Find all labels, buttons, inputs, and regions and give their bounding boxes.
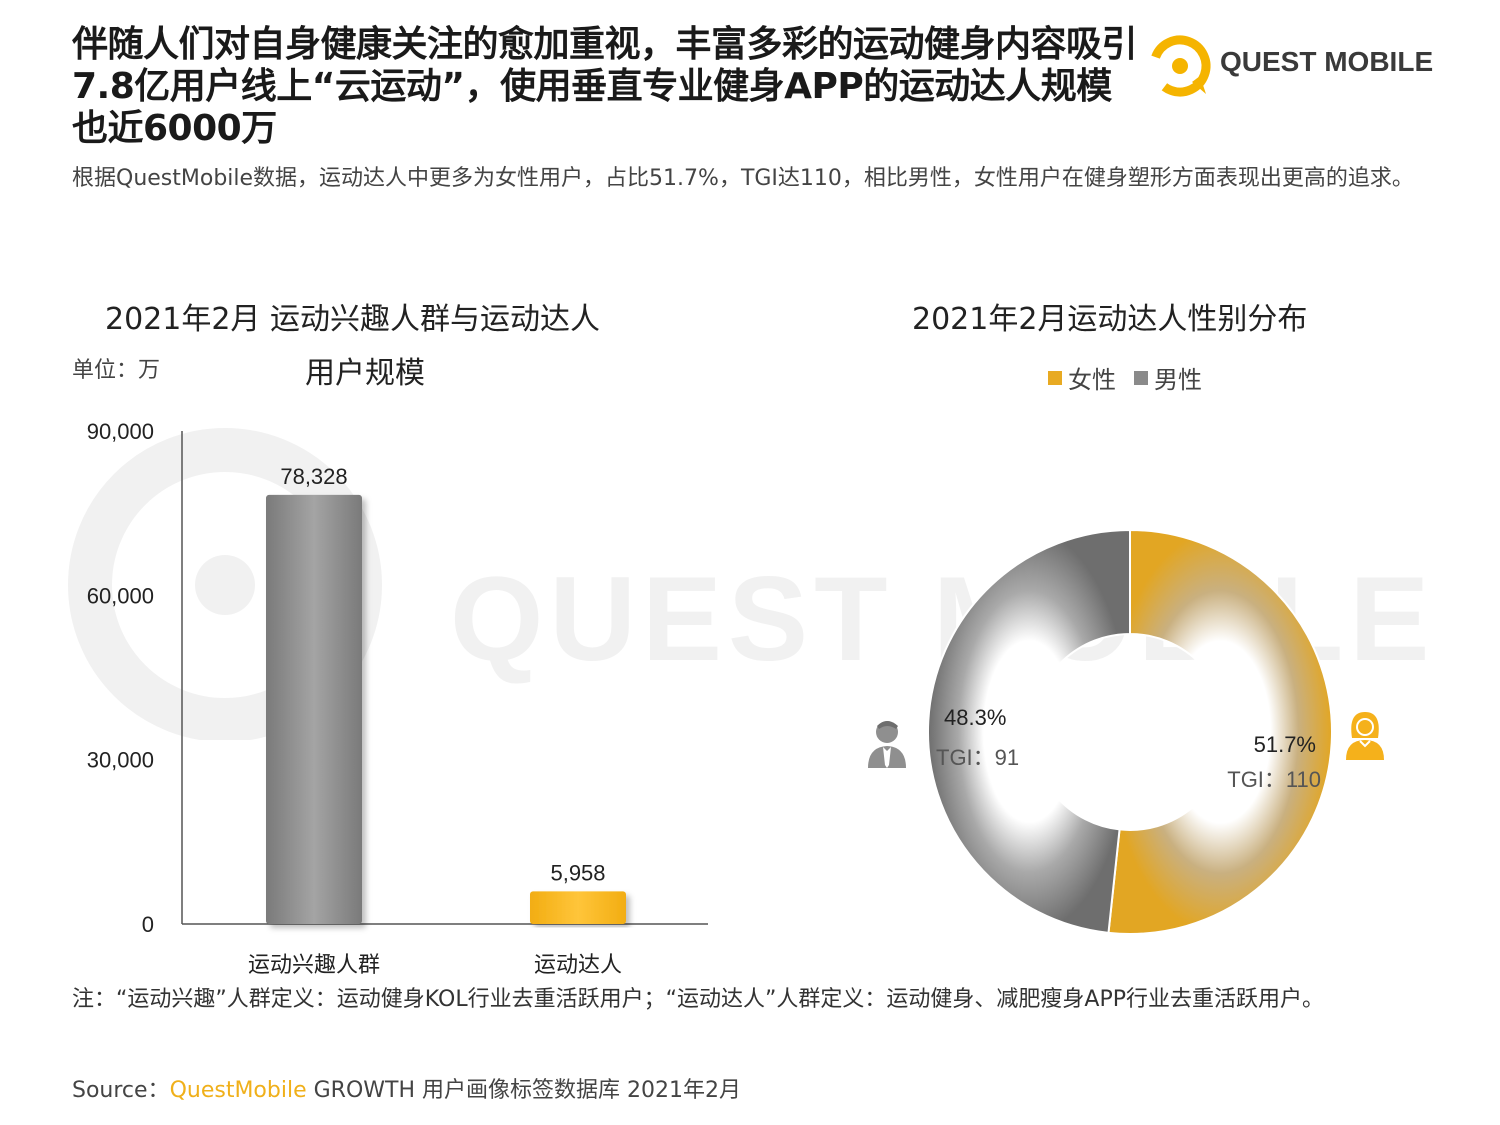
legend-swatch-male — [1134, 371, 1148, 385]
male-user-icon — [868, 721, 906, 768]
bar-value-label: 78,328 — [280, 464, 347, 489]
page-headline: 伴随人们对自身健康关注的愈加重视，丰富多彩的运动健身内容吸引7.8亿用户线上“云… — [72, 24, 1142, 150]
x-category-label: 运动兴趣人群 — [248, 952, 380, 977]
bar-chart-unit: 单位：万 — [72, 352, 160, 384]
pie-chart-title: 2021年2月运动达人性别分布 — [912, 294, 1307, 338]
legend-item-female: 女性 — [1048, 360, 1116, 395]
questmobile-logo-icon — [1140, 24, 1220, 104]
footnote: 注：“运动兴趣”人群定义：运动健身KOL行业去重活跃用户；“运动达人”人群定义：… — [72, 985, 1432, 1015]
slice-tgi-label: TGI：91 — [936, 745, 1019, 770]
x-category-label: 运动达人 — [534, 952, 622, 977]
y-tick-label: 90,000 — [87, 419, 154, 444]
logo-text: QUEST MOBILE — [1220, 46, 1433, 78]
slice-value-label: 48.3% — [944, 705, 1006, 730]
source-line: Source：QuestMobile GROWTH 用户画像标签数据库 2021… — [72, 1072, 741, 1104]
donut-chart: 51.7% TGI：110 48.3% TGI：91 — [840, 515, 1480, 975]
page-subtitle: 根据QuestMobile数据，运动达人中更多为女性用户，占比51.7%，TGI… — [72, 164, 1432, 194]
y-tick-label: 30,000 — [87, 748, 154, 773]
bar-interest-group — [266, 495, 362, 924]
bar-fitness-enthusiast — [530, 891, 626, 924]
bar-chart: 0 30,000 60,000 90,000 78,328 运动兴趣人群 5,958 运动达人 — [0, 400, 720, 1000]
legend-swatch-female — [1048, 371, 1062, 385]
legend-item-male: 男性 — [1134, 360, 1202, 395]
bar-chart-title-line1: 2021年2月 运动兴趣人群与运动达人 — [105, 294, 600, 338]
slice-tgi-label: TGI：110 — [1227, 767, 1321, 792]
female-user-icon — [1346, 712, 1384, 760]
source-rest: GROWTH 用户画像标签数据库 2021年2月 — [307, 1078, 741, 1103]
source-prefix: Source： — [72, 1078, 170, 1103]
y-tick-label: 0 — [142, 912, 154, 937]
brand-logo: QUEST MOBILE — [1140, 24, 1440, 104]
y-tick-label: 60,000 — [87, 583, 154, 608]
pie-legend: 女性 男性 — [1048, 360, 1202, 395]
slice-value-label: 51.7% — [1254, 732, 1316, 757]
donut-slice-male — [928, 530, 1130, 933]
bar-chart-title-line2: 用户规模 — [305, 348, 425, 392]
source-brand: QuestMobile — [170, 1078, 307, 1103]
bar-value-label: 5,958 — [550, 860, 605, 885]
legend-label-female: 女性 — [1068, 360, 1116, 395]
legend-label-male: 男性 — [1154, 360, 1202, 395]
